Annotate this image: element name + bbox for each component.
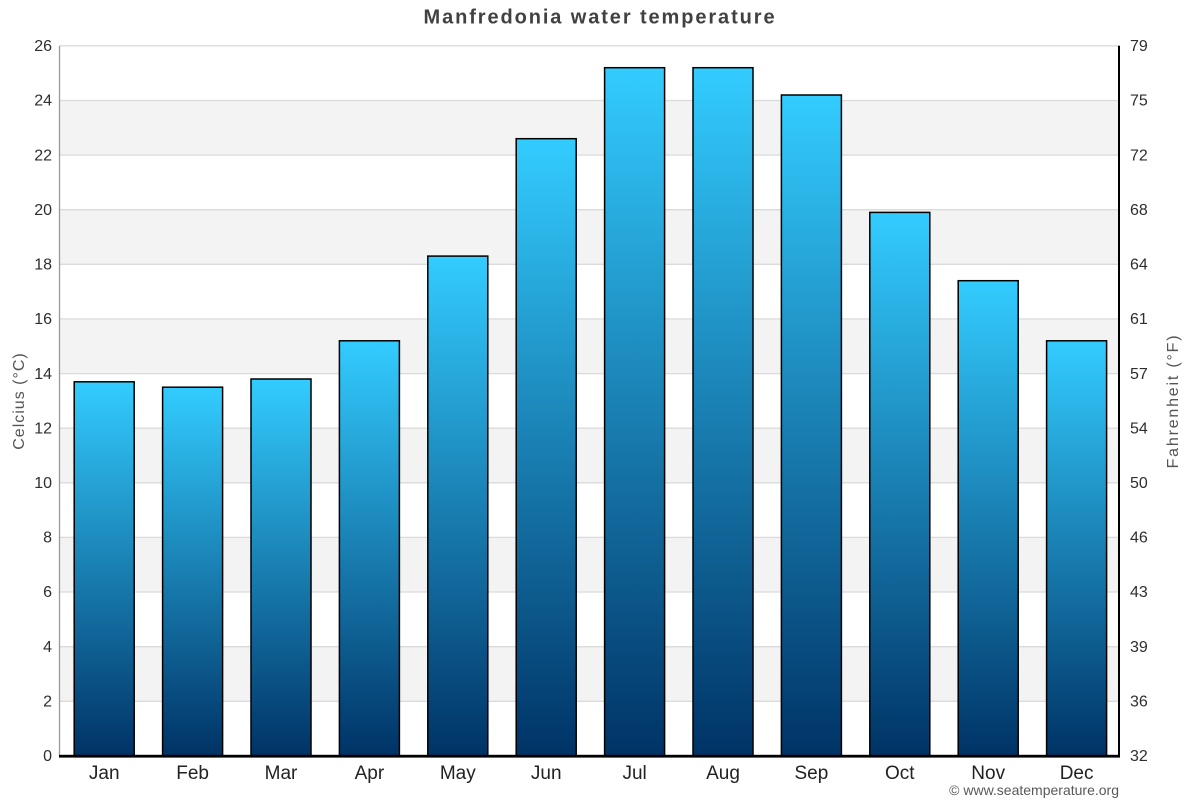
svg-text:24: 24 — [34, 93, 52, 110]
svg-text:Apr: Apr — [355, 763, 385, 784]
svg-text:0: 0 — [43, 748, 52, 765]
svg-text:Feb: Feb — [176, 763, 209, 784]
svg-text:26: 26 — [34, 38, 52, 55]
svg-text:79: 79 — [1130, 38, 1148, 55]
svg-text:Manfredonia water temperature: Manfredonia water temperature — [424, 7, 777, 29]
svg-text:64: 64 — [1130, 257, 1148, 274]
svg-text:39: 39 — [1130, 639, 1148, 656]
svg-text:Fahrenheit (°F): Fahrenheit (°F) — [1165, 334, 1182, 469]
svg-text:68: 68 — [1130, 202, 1148, 219]
svg-text:10: 10 — [34, 475, 52, 492]
svg-text:Sep: Sep — [794, 763, 828, 784]
svg-text:Mar: Mar — [265, 763, 298, 784]
svg-text:4: 4 — [43, 639, 52, 656]
svg-text:46: 46 — [1130, 530, 1148, 547]
svg-text:18: 18 — [34, 257, 52, 274]
svg-text:43: 43 — [1130, 584, 1148, 601]
svg-text:54: 54 — [1130, 420, 1148, 437]
svg-text:Jan: Jan — [89, 763, 120, 784]
svg-text:32: 32 — [1130, 748, 1148, 765]
svg-text:8: 8 — [43, 530, 52, 547]
svg-text:57: 57 — [1130, 366, 1148, 383]
svg-text:Dec: Dec — [1060, 763, 1094, 784]
svg-text:22: 22 — [34, 147, 52, 164]
svg-text:16: 16 — [34, 311, 52, 328]
svg-text:20: 20 — [34, 202, 52, 219]
svg-text:Jun: Jun — [531, 763, 562, 784]
svg-text:May: May — [440, 763, 476, 784]
svg-text:6: 6 — [43, 584, 52, 601]
svg-text:75: 75 — [1130, 93, 1148, 110]
svg-text:© www.seatemperature.org: © www.seatemperature.org — [949, 782, 1119, 798]
svg-text:72: 72 — [1130, 147, 1148, 164]
svg-text:36: 36 — [1130, 694, 1148, 711]
svg-text:Oct: Oct — [885, 763, 915, 784]
svg-text:12: 12 — [34, 420, 52, 437]
svg-text:Jul: Jul — [622, 763, 646, 784]
svg-text:61: 61 — [1130, 311, 1148, 328]
svg-text:50: 50 — [1130, 475, 1148, 492]
svg-text:Aug: Aug — [706, 763, 740, 784]
svg-text:2: 2 — [43, 694, 52, 711]
svg-text:Celcius (°C): Celcius (°C) — [11, 352, 28, 450]
svg-text:Nov: Nov — [971, 763, 1005, 784]
svg-text:14: 14 — [34, 366, 52, 383]
